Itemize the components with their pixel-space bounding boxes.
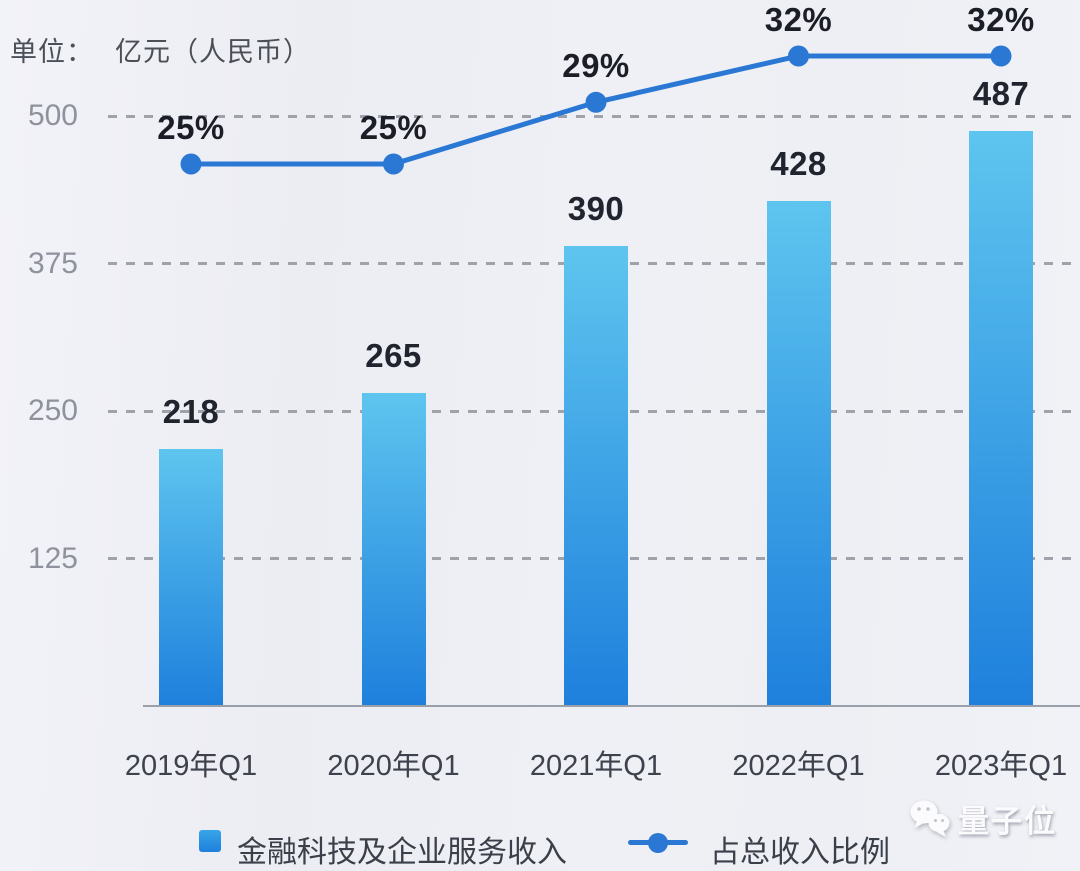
- bar-2023年Q1: [969, 131, 1033, 706]
- wechat-icon: [910, 800, 950, 837]
- percent-point: [180, 153, 202, 175]
- percent-label: 32%: [764, 0, 833, 38]
- bar-value-label: 265: [365, 337, 422, 375]
- percent-point: [788, 45, 809, 67]
- percent-label: 29%: [562, 47, 630, 85]
- percent-label: 25%: [157, 109, 225, 146]
- y-tick-label: 375: [27, 246, 78, 280]
- legend-bar-label: 金融科技及企业服务收入: [237, 836, 567, 869]
- percent-point: [383, 153, 404, 175]
- x-axis-label: 2019年Q1: [124, 750, 258, 782]
- x-axis-line: [143, 705, 1080, 707]
- legend-line-label: 占总收入比例: [710, 836, 890, 869]
- unit-value: 亿元（人民币）: [115, 37, 311, 67]
- bar-2022年Q1: [766, 200, 831, 706]
- bar-2019年Q1: [159, 448, 223, 706]
- bar-2020年Q1: [361, 393, 426, 706]
- bar-2021年Q1: [564, 245, 628, 706]
- y-tick-label: 500: [27, 99, 78, 132]
- legend-line-dot: [648, 833, 668, 853]
- gridline-500: [108, 114, 1080, 118]
- x-axis-label: 2021年Q1: [529, 750, 663, 782]
- watermark-text: 量子位: [958, 804, 1057, 839]
- percent-point: [585, 91, 607, 113]
- unit-label: 单位：: [10, 37, 94, 67]
- bar-value-label: 390: [567, 189, 625, 227]
- legend-bar-swatch: [199, 830, 221, 852]
- y-tick-label: 125: [27, 541, 78, 575]
- y-tick-label: 250: [27, 394, 78, 427]
- percent-label: 32%: [967, 0, 1035, 38]
- watermark: 量子位: [908, 796, 1057, 841]
- percent-point: [990, 45, 1012, 67]
- x-axis-label: 2022年Q1: [732, 750, 865, 782]
- x-axis-label: 2020年Q1: [327, 750, 460, 782]
- bar-value-label: 218: [162, 392, 220, 430]
- percent-label: 25%: [359, 109, 428, 146]
- bar-value-label: 487: [972, 75, 1030, 113]
- x-axis-label: 2023年Q1: [934, 750, 1068, 782]
- bar-value-label: 428: [770, 144, 827, 182]
- legend-line-swatch: [628, 833, 688, 853]
